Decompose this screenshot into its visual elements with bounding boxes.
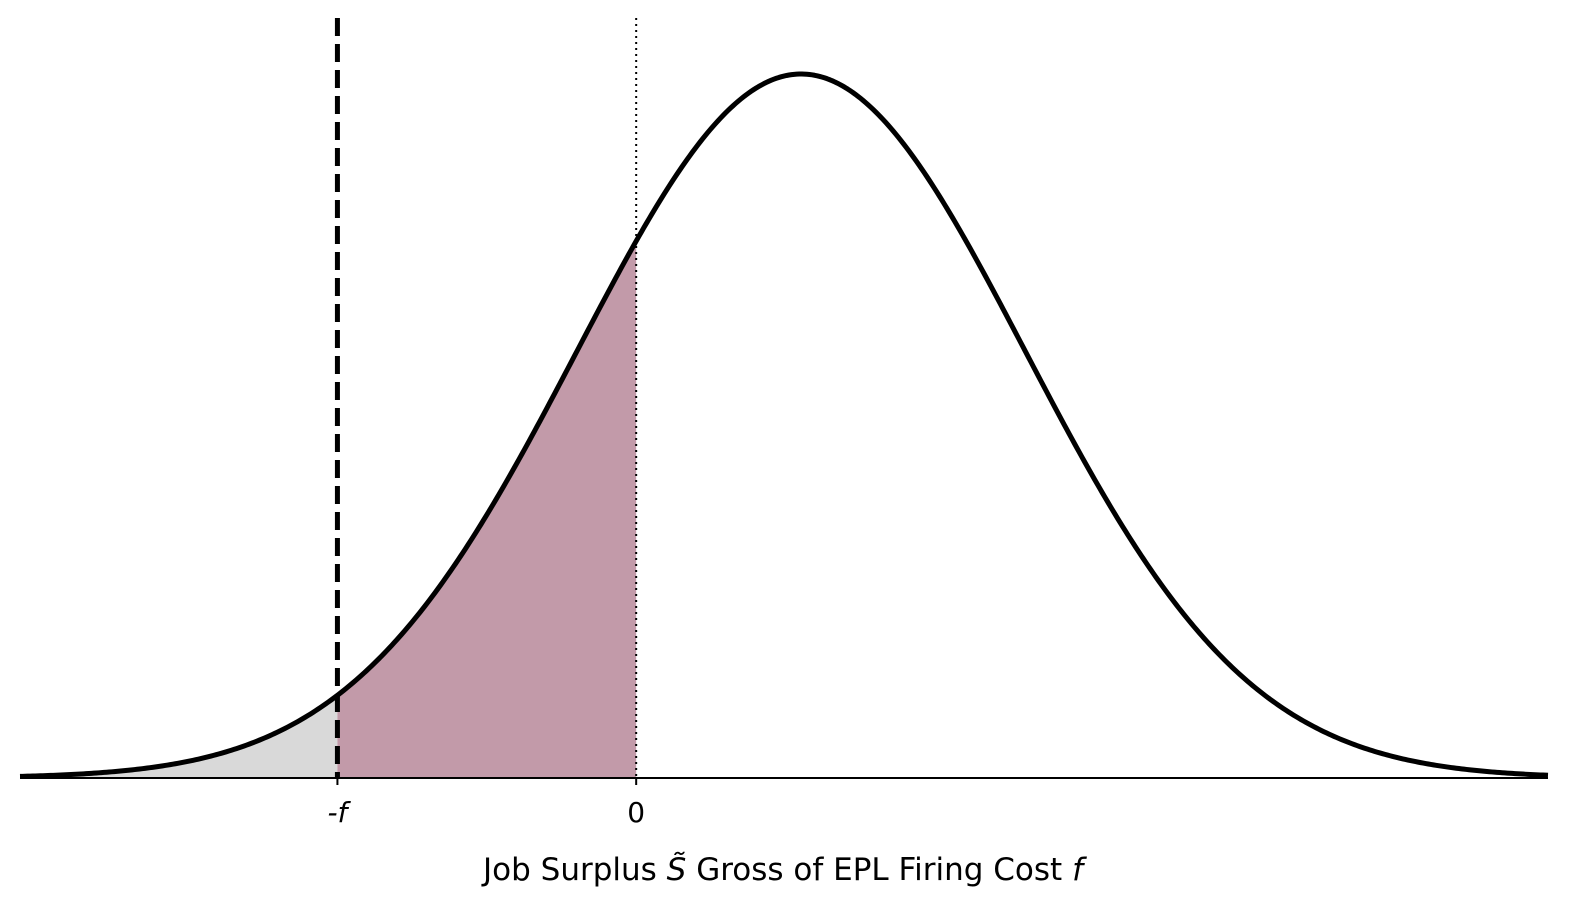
- x-axis-label-prefix: Job Surplus: [481, 852, 667, 888]
- density-curve: [19, 71, 1549, 779]
- shaded-region-1: [20, 695, 338, 778]
- shaded-regions: [20, 241, 637, 778]
- x-axis-label-middle: Gross of EPL Firing Cost: [686, 852, 1072, 888]
- x-axis-label-suffix: f: [1072, 852, 1087, 888]
- x-axis-label-symbol: S̃: [667, 852, 687, 888]
- x-tick-label: -f: [327, 796, 351, 829]
- x-ticks: -f 0: [327, 778, 645, 829]
- x-tick-label: 0: [627, 796, 645, 829]
- reference-lines: [334, 18, 638, 778]
- x-axis-label: Job Surplus S̃ Gross of EPL Firing Cost …: [481, 852, 1087, 888]
- shaded-region-2: [337, 241, 637, 778]
